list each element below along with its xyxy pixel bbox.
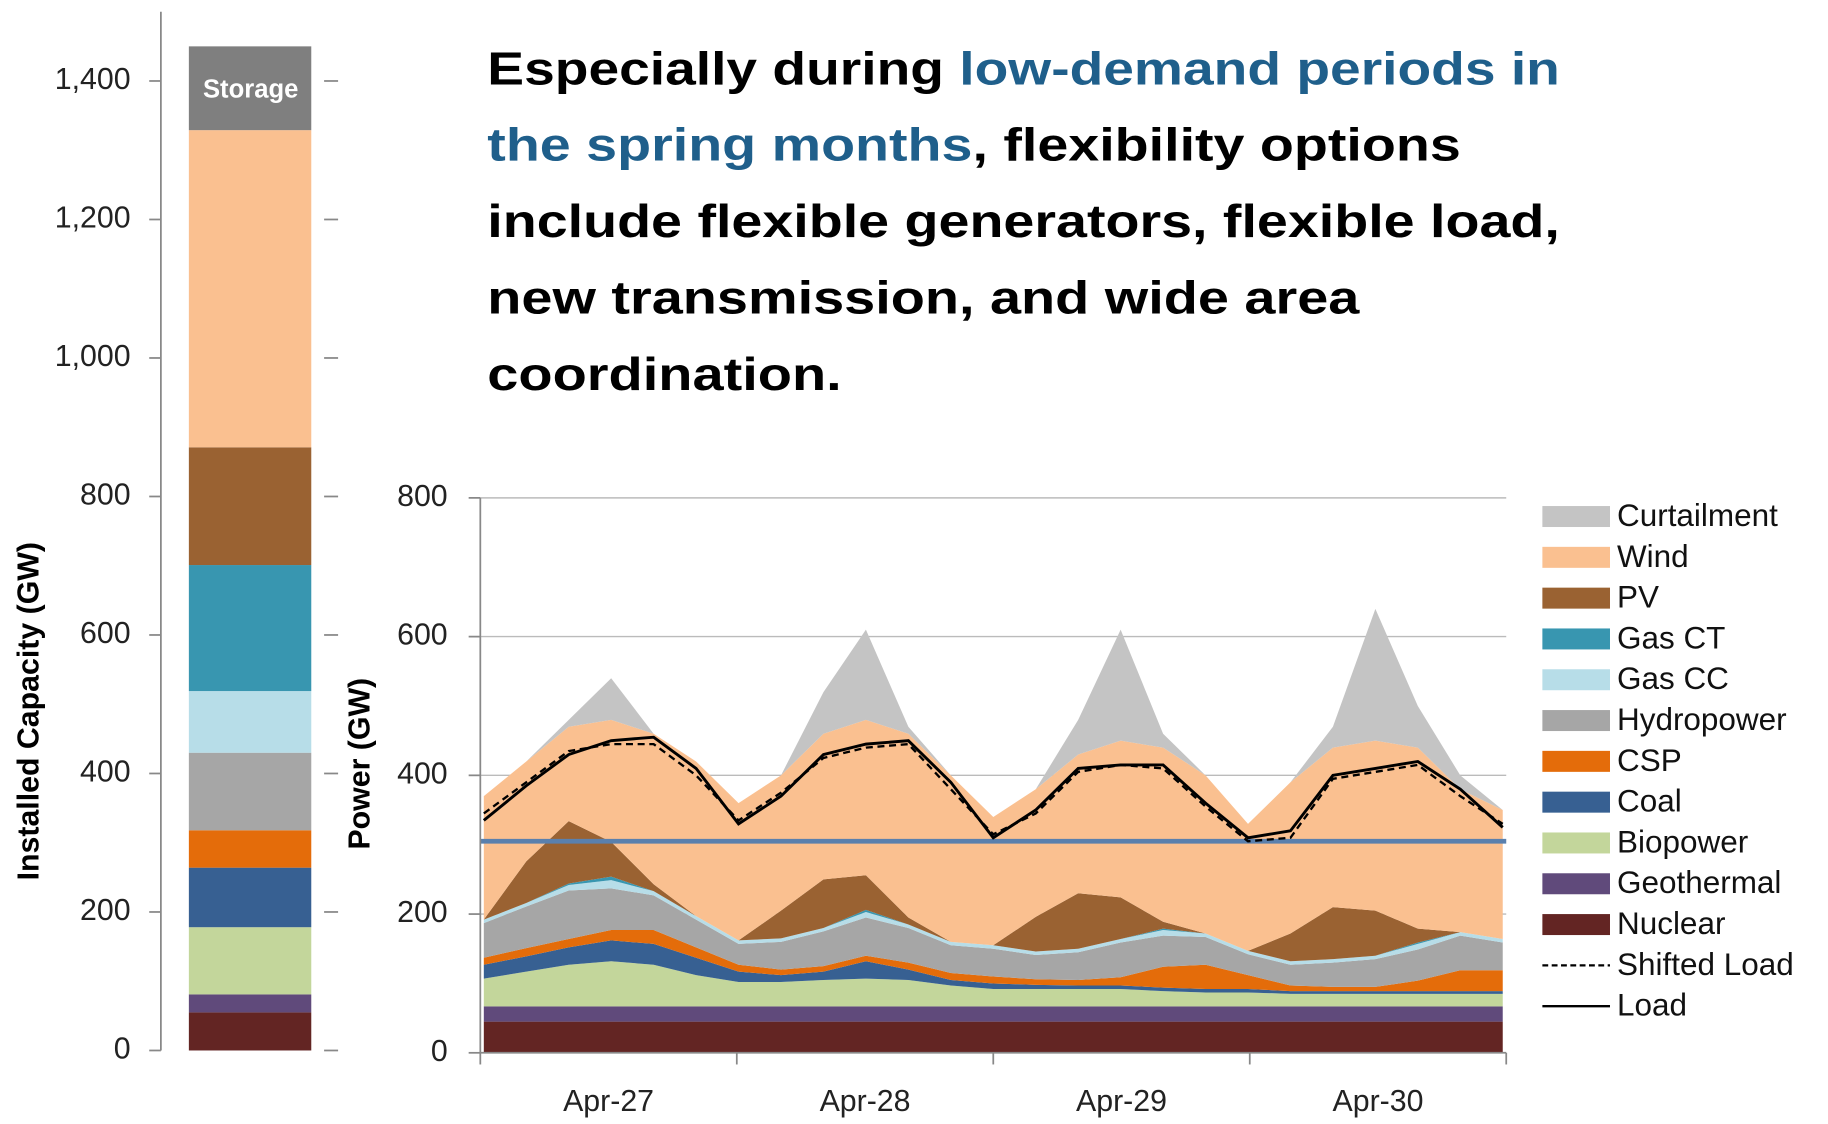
bar-segment	[188, 830, 312, 868]
heading-text: new transmission, and wide area	[487, 272, 1360, 324]
y-tick-label: 800	[80, 478, 131, 511]
x-tick-label: Apr-28	[820, 1085, 911, 1118]
y-tick-label: 200	[397, 896, 448, 929]
area	[483, 821, 1503, 962]
heading-text: coordination.	[487, 348, 841, 400]
y-tick-label: 400	[80, 755, 131, 788]
heading-line: the spring months, flexibility options	[487, 119, 1460, 171]
bar-segment	[188, 691, 312, 753]
heading-text: Especially during	[487, 43, 959, 95]
legend-label: Gas CC	[1617, 661, 1729, 696]
area	[483, 961, 1503, 1007]
bar-segment	[188, 130, 312, 448]
y-tick-label: 600	[80, 617, 131, 650]
heading-text: include flexible generators, flexible lo…	[487, 195, 1560, 247]
legend-label: Curtailment	[1617, 498, 1778, 533]
legend-swatch	[1542, 791, 1610, 813]
x-tick-label: Apr-29	[1076, 1085, 1167, 1118]
bar-segment	[188, 1012, 312, 1051]
x-tick-label: Apr-30	[1333, 1085, 1424, 1118]
heading-line: Especially during low-demand periods in	[487, 43, 1560, 95]
bar-segment	[188, 46, 312, 131]
area	[483, 1006, 1503, 1022]
legend-swatch	[1542, 873, 1610, 895]
legend-label: Gas CT	[1617, 620, 1725, 655]
legend-label: PV	[1617, 580, 1659, 615]
legend-label: CSP	[1617, 743, 1682, 778]
y-tick-label: 1,400	[55, 63, 131, 96]
bar-segment	[188, 867, 312, 928]
area	[483, 930, 1503, 992]
bar-segment	[188, 927, 312, 995]
legend-label: Shifted Load	[1617, 947, 1794, 982]
heading-text: the spring months	[487, 119, 972, 171]
legend-swatch	[1542, 832, 1610, 854]
y-tick-label: 1,000	[55, 340, 131, 373]
bar-segment	[188, 752, 312, 831]
legend-label: Hydropower	[1617, 702, 1787, 737]
bar-segment	[188, 447, 312, 566]
load-line	[483, 742, 1504, 843]
y-axis-label: Power (GW)	[343, 678, 376, 850]
legend-label: Wind	[1617, 539, 1689, 574]
bar-segment	[188, 994, 312, 1013]
load-line	[482, 735, 1504, 840]
y-tick-label: 0	[431, 1035, 448, 1068]
bar-segment	[188, 565, 312, 692]
legend-swatch	[1542, 587, 1610, 609]
y-tick-label: 800	[397, 480, 448, 513]
legend-label: Load	[1617, 988, 1687, 1023]
x-tick-label: Apr-27	[563, 1085, 654, 1118]
y-tick-label: 600	[397, 619, 448, 652]
area	[483, 1021, 1503, 1053]
y-tick-label: 0	[114, 1032, 131, 1065]
y-tick-label: 1,200	[55, 201, 131, 234]
y-axis-label: Installed Capacity (GW)	[12, 542, 45, 880]
area	[483, 880, 1503, 965]
legend-label: Geothermal	[1617, 865, 1781, 900]
area	[483, 888, 1503, 987]
heading-line: include flexible generators, flexible lo…	[487, 195, 1560, 247]
legend-swatch	[1542, 710, 1610, 732]
legend-label: Nuclear	[1617, 906, 1725, 941]
heading-line: coordination.	[487, 348, 841, 400]
legend-swatch	[1542, 628, 1610, 650]
legend-swatch	[1542, 914, 1610, 936]
legend-label: Coal	[1617, 784, 1682, 819]
legend-swatch	[1542, 506, 1610, 528]
y-tick-label: 400	[397, 757, 448, 790]
legend-swatch	[1542, 669, 1610, 691]
y-tick-label: 200	[80, 894, 131, 927]
segment-label: Storage	[203, 75, 298, 103]
heading-text: low-demand periods in	[959, 43, 1560, 95]
area	[483, 940, 1503, 994]
legend-swatch	[1542, 750, 1610, 772]
heading-line: new transmission, and wide area	[487, 272, 1360, 324]
heading-text: , flexibility options	[972, 119, 1460, 171]
areas	[483, 608, 1503, 1053]
legend-swatch	[1542, 546, 1610, 568]
legend-label: Biopower	[1617, 824, 1748, 859]
